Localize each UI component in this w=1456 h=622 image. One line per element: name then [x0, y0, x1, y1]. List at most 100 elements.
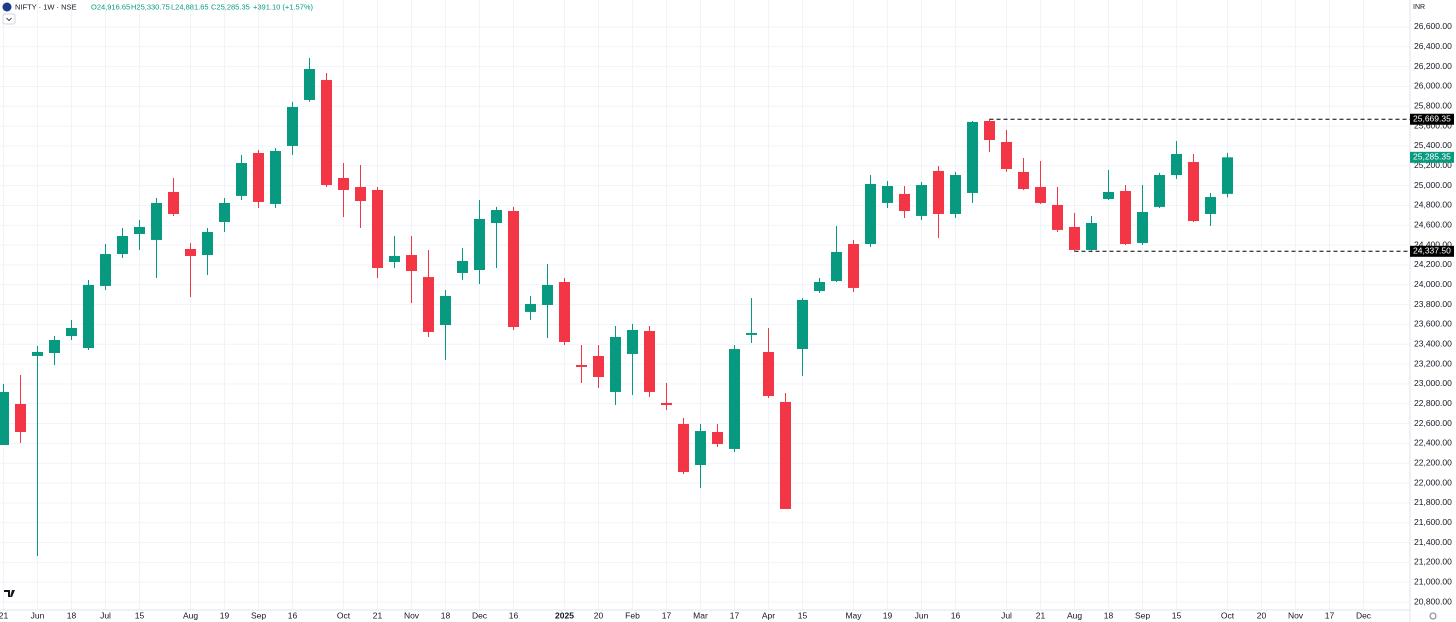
candle-body: [814, 281, 825, 292]
candle-body: [1205, 197, 1216, 214]
candle-body: [950, 175, 961, 214]
candle-body: [304, 69, 315, 100]
candle-body: [474, 218, 485, 270]
candle-body: [610, 337, 621, 392]
ohlc-change: +391.10 (+1.57%): [253, 2, 314, 11]
collapse-button[interactable]: [2, 13, 16, 25]
candle-body: [1086, 222, 1097, 250]
x-tick-label: Jun: [915, 610, 929, 620]
candle-body: [423, 277, 434, 332]
candle-body: [100, 254, 111, 286]
y-tick-label: 21,800.00: [1414, 497, 1452, 507]
candle-body: [270, 151, 281, 204]
candle-body: [916, 185, 927, 216]
x-tick-label: Sep: [1135, 610, 1150, 620]
y-tick-label: 22,600.00: [1414, 418, 1452, 428]
ohlc-close: C25,285.35: [211, 2, 250, 11]
candle-body: [253, 152, 264, 202]
settings-icon[interactable]: [1429, 612, 1437, 620]
level-label: 25,669.35: [1413, 113, 1451, 123]
candle-body: [202, 232, 213, 256]
y-tick-label: 21,400.00: [1414, 537, 1452, 547]
y-tick-label: 23,600.00: [1414, 319, 1452, 329]
x-tick-label: Feb: [625, 610, 640, 620]
candle-body: [1035, 187, 1046, 203]
candle-body: [491, 210, 502, 223]
y-tick-label: 22,200.00: [1414, 458, 1452, 468]
x-tick-label: Aug: [1067, 610, 1082, 620]
candle-body: [559, 281, 570, 342]
candle-body: [848, 244, 859, 288]
candle-body: [66, 328, 77, 337]
y-tick-label: 23,400.00: [1414, 339, 1452, 349]
candles: [0, 58, 1233, 556]
x-tick-label: 16: [288, 610, 298, 620]
candle-body: [151, 202, 162, 240]
x-tick-label: Dec: [1356, 610, 1372, 620]
candle-body: [15, 403, 26, 433]
x-tick-label: 15: [1172, 610, 1182, 620]
candle-body: [321, 80, 332, 186]
level-tag: [1410, 113, 1454, 125]
candle-body: [1069, 226, 1080, 250]
x-tick-label: Apr: [762, 610, 775, 620]
candle-body: [661, 402, 672, 406]
y-tick-label: 23,200.00: [1414, 358, 1452, 368]
y-tick-label: 25,600.00: [1414, 120, 1452, 130]
x-tick-label: Oct: [1221, 610, 1235, 620]
y-tick-label: 25,800.00: [1414, 101, 1452, 111]
candle-body: [287, 106, 298, 146]
x-tick-label: Dec: [472, 610, 488, 620]
symbol-logo: [2, 2, 12, 12]
currency-label[interactable]: INR: [1413, 4, 1425, 11]
ohlc-high: H25,330.75: [131, 2, 170, 11]
level-tag: [1410, 245, 1454, 257]
candle-body: [542, 284, 553, 305]
candle-body: [780, 401, 791, 509]
candle-body: [746, 332, 757, 335]
candle-body: [763, 351, 774, 397]
candle-body: [1018, 171, 1029, 189]
x-tick-label: 21: [0, 610, 8, 620]
y-tick-label: 24,600.00: [1414, 220, 1452, 230]
ohlc-low: L24,881.65: [171, 2, 209, 11]
candle-body: [117, 235, 128, 255]
candle-body: [406, 255, 417, 271]
candle-body: [729, 349, 740, 449]
x-tick-label: Jul: [100, 610, 111, 620]
y-tick-label: 26,000.00: [1414, 81, 1452, 91]
last-price-label: 25,285.35: [1413, 152, 1451, 162]
symbol[interactable]: NIFTY · 1W · NSE: [15, 2, 77, 11]
y-tick-label: 23,000.00: [1414, 378, 1452, 388]
x-tick-label: 19: [883, 610, 893, 620]
candle-body: [355, 187, 366, 201]
x-tick-label: 20: [1257, 610, 1267, 620]
y-tick-label: 24,400.00: [1414, 239, 1452, 249]
x-tick-label: Jul: [1001, 610, 1012, 620]
candle-body: [1001, 141, 1012, 169]
candle-body: [338, 177, 349, 190]
x-tick-label: May: [845, 610, 862, 620]
x-tick-label: 17: [1325, 610, 1335, 620]
candle-body: [797, 299, 808, 350]
x-tick-label: 2025: [555, 610, 574, 620]
candle-body: [644, 330, 655, 392]
x-tick-label: Sep: [251, 610, 266, 620]
candle-body: [695, 431, 706, 466]
y-tick-label: 22,800.00: [1414, 398, 1452, 408]
x-tick-label: 21: [373, 610, 383, 620]
ohlc-open: O24,916.65: [91, 2, 130, 11]
candle-body: [967, 121, 978, 193]
x-tick-label: Jun: [31, 610, 45, 620]
y-tick-label: 21,600.00: [1414, 517, 1452, 527]
candle-body: [984, 120, 995, 141]
y-tick-label: 25,400.00: [1414, 140, 1452, 150]
candle-body: [525, 304, 536, 312]
x-tick-label: 15: [798, 610, 808, 620]
y-tick-label: 20,800.00: [1414, 596, 1452, 606]
candle-body: [865, 183, 876, 245]
x-tick-label: 18: [67, 610, 77, 620]
y-tick-label: 24,800.00: [1414, 200, 1452, 210]
